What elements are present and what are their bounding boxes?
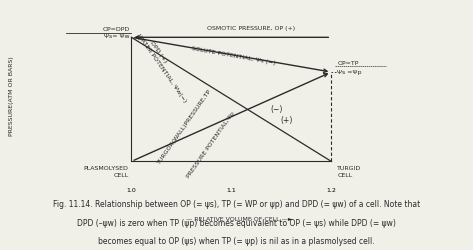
Text: PLASMOLYSED: PLASMOLYSED bbox=[84, 166, 129, 171]
Text: (+): (+) bbox=[280, 116, 292, 125]
Text: OP=TP: OP=TP bbox=[337, 61, 359, 66]
Text: OSMOTIC PRESSURE, OP (+): OSMOTIC PRESSURE, OP (+) bbox=[207, 26, 296, 31]
Text: TURGOR(WALL)PRESSURE,TP: TURGOR(WALL)PRESSURE,TP bbox=[157, 88, 212, 165]
Text: — RELATIVE VOLUME OF CELL —►: — RELATIVE VOLUME OF CELL —► bbox=[185, 217, 292, 222]
Text: PRESSURE(ATM OR BARS): PRESSURE(ATM OR BARS) bbox=[9, 56, 14, 136]
Text: DPD (–ψw) is zero when TP (ψp) becomes equivalent to OP (= ψs) while DPD (= ψw): DPD (–ψw) is zero when TP (ψp) becomes e… bbox=[77, 219, 396, 228]
Text: PRESSURE POTENTIAL,Ψp: PRESSURE POTENTIAL,Ψp bbox=[186, 111, 236, 179]
Text: (−): (−) bbox=[270, 105, 282, 114]
Text: CELL: CELL bbox=[337, 172, 352, 178]
Text: Fig. 11.14. Relationship between OP (= ψs), TP (= WP or ψp) and DPD (= ψw) of a : Fig. 11.14. Relationship between OP (= ψ… bbox=[53, 200, 420, 209]
Text: WATER POTENTIAL, Ψw(−): WATER POTENTIAL, Ψw(−) bbox=[136, 33, 188, 104]
Text: Ψs =Ψp: Ψs =Ψp bbox=[337, 70, 362, 74]
Text: becomes equal to OP (ψs) when TP (= ψp) is nil as in a plasmolysed cell.: becomes equal to OP (ψs) when TP (= ψp) … bbox=[98, 238, 375, 246]
Text: DPD (+): DPD (+) bbox=[149, 40, 168, 64]
Text: Ψs= Ψw: Ψs= Ψw bbox=[104, 34, 130, 39]
Text: SOLUTE POTENTIAL, Ψs (−): SOLUTE POTENTIAL, Ψs (−) bbox=[192, 46, 276, 66]
Text: CELL: CELL bbox=[113, 172, 129, 178]
Text: OP=DPD: OP=DPD bbox=[102, 27, 130, 32]
Text: TURGID: TURGID bbox=[337, 166, 361, 171]
